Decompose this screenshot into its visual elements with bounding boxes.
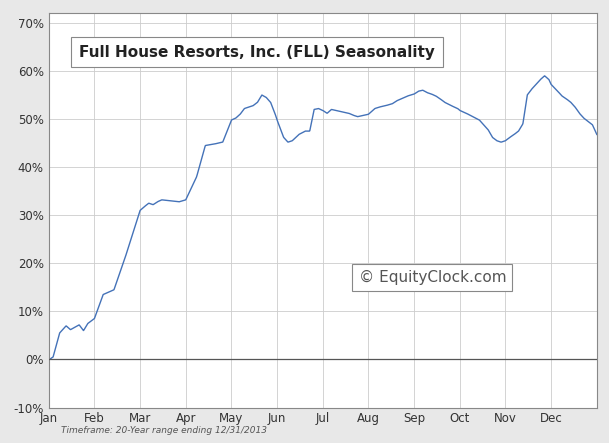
Text: © EquityClock.com: © EquityClock.com xyxy=(359,270,506,285)
Text: Timeframe: 20-Year range ending 12/31/2013: Timeframe: 20-Year range ending 12/31/20… xyxy=(61,426,267,435)
Text: Full House Resorts, Inc. (FLL) Seasonality: Full House Resorts, Inc. (FLL) Seasonali… xyxy=(79,45,435,60)
